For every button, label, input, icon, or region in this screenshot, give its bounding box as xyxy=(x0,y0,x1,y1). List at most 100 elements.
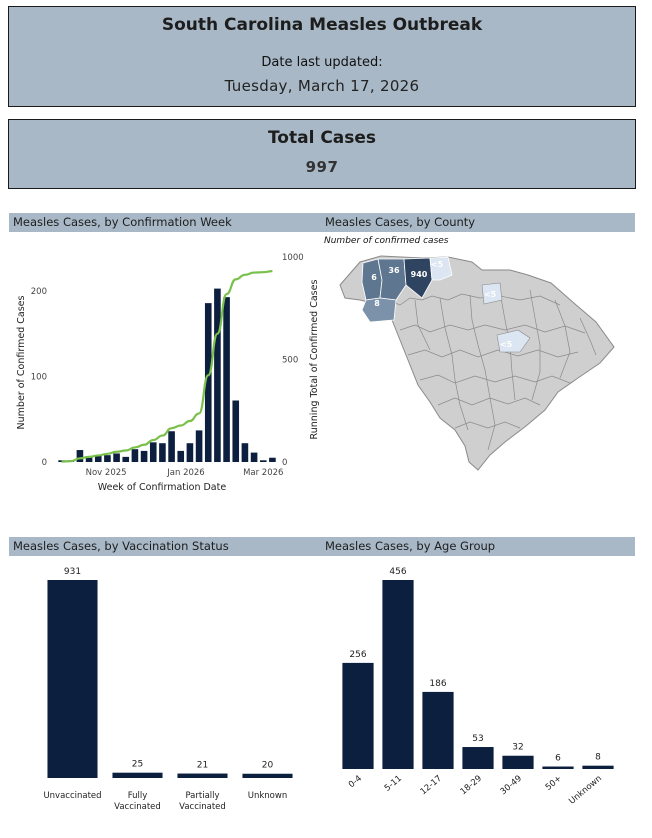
vaccination-value-label: 25 xyxy=(132,760,143,770)
weekly-bar xyxy=(94,456,102,462)
county-label-cherokee: <5 xyxy=(431,260,444,269)
county-anderson xyxy=(361,297,397,323)
county-pickens xyxy=(377,258,407,301)
y2-axis-title: Running Total of Confirmed Cases xyxy=(309,280,320,440)
weekly-bar xyxy=(104,455,111,462)
county-label-richland: <5 xyxy=(500,340,513,349)
weekly-bar xyxy=(122,456,130,462)
weekly-bar xyxy=(195,430,203,462)
age-bar xyxy=(422,691,454,769)
age-value-label: 8 xyxy=(595,753,601,763)
weekly-bar xyxy=(223,297,230,462)
y2-tick-label: 500 xyxy=(282,356,298,366)
updated-label: Date last updated: xyxy=(261,55,383,70)
weekly-bar xyxy=(241,443,249,462)
county-label-chesterfield: <5 xyxy=(484,290,497,299)
state-outline xyxy=(339,255,615,471)
county-richland xyxy=(496,329,531,353)
county-label-oconee: 6 xyxy=(371,273,377,282)
weekly-bar xyxy=(259,460,267,462)
weekly-bar xyxy=(177,450,185,462)
age-category-label: 30-49 xyxy=(499,774,524,798)
weekly-bar xyxy=(214,288,221,462)
age-category-label: 18-29 xyxy=(459,774,484,798)
weekly-bar xyxy=(113,453,120,462)
age-category-label: 12-17 xyxy=(419,774,444,798)
vaccination-value-label: 21 xyxy=(197,761,208,771)
total-cases-title: Total Cases xyxy=(267,128,377,148)
weekly-bar xyxy=(232,400,240,462)
county-spartanburg xyxy=(403,257,433,299)
vaccination-category-label: Fully xyxy=(128,791,148,801)
county-label-anderson: 8 xyxy=(374,299,380,308)
y-tick-label: 0 xyxy=(42,458,47,468)
age-category-label: Unknown xyxy=(567,774,604,807)
y2-tick-label: 0 xyxy=(282,458,287,468)
age-bar xyxy=(502,755,534,769)
county-cherokee xyxy=(429,256,453,281)
weekly-bar xyxy=(269,457,276,462)
weekly-bar xyxy=(76,450,84,462)
vaccination-value-label: 20 xyxy=(262,761,274,771)
weekly-bar xyxy=(186,443,194,462)
county-map-header: Measles Cases, by County xyxy=(321,213,635,232)
total-cases-panel: Total Cases 997 xyxy=(8,119,636,189)
age-value-label: 32 xyxy=(512,743,523,753)
vaccination-category-label: Partially xyxy=(185,791,219,801)
vaccination-category-label: Unknown xyxy=(248,791,287,801)
county-label-spartanburg: 940 xyxy=(411,270,428,279)
weekly-bar xyxy=(250,452,258,462)
age-value-label: 186 xyxy=(429,679,446,689)
age-category-label: 50+ xyxy=(544,774,564,793)
vaccination-value-label: 931 xyxy=(64,567,81,577)
county-label-pickens: 36 xyxy=(388,266,400,275)
weekly-bar xyxy=(58,460,65,462)
x-axis-title: Week of Confirmation Date xyxy=(98,482,227,493)
vaccination-bar xyxy=(47,580,98,778)
weekly-bar xyxy=(85,456,93,462)
y-axis-title: Number of Confirmed Cases xyxy=(16,296,27,430)
x-tick-label: Jan 2026 xyxy=(166,468,204,478)
y-tick-label: 200 xyxy=(31,287,47,297)
vaccination-chart-header: Measles Cases, by Vaccination Status xyxy=(9,537,322,556)
county-chesterfield xyxy=(481,282,503,305)
vaccination-bar xyxy=(112,772,163,778)
age-category-label: 0-4 xyxy=(347,774,364,791)
weekly-bar xyxy=(168,431,175,462)
x-tick-label: Nov 2025 xyxy=(86,468,127,478)
county-boundaries xyxy=(387,289,597,451)
header-panel: South Carolina Measles Outbreak Date las… xyxy=(8,6,636,107)
weekly-bar xyxy=(204,303,212,462)
age-bar xyxy=(382,580,414,769)
total-cases-value: 997 xyxy=(305,158,339,176)
map-outline xyxy=(339,255,615,471)
running-total-line xyxy=(61,270,273,463)
county-value-labels: 6 36 940 8 <5 <5 <5 xyxy=(371,260,512,349)
age-value-label: 6 xyxy=(555,754,561,764)
weekly-bar xyxy=(67,460,75,462)
vaccination-category-label: Vaccinated xyxy=(114,802,161,812)
age-bar xyxy=(582,765,614,769)
y-tick-label: 100 xyxy=(31,373,47,383)
age-bar xyxy=(542,766,574,769)
vaccination-category-label: Vaccinated xyxy=(179,802,226,812)
age-value-label: 53 xyxy=(472,734,483,744)
age-category-label: 5-11 xyxy=(383,774,404,794)
county-fills xyxy=(361,256,531,353)
weekly-bar xyxy=(131,449,139,462)
county-oconee xyxy=(361,258,383,301)
county-map-note: Number of confirmed cases xyxy=(324,236,449,246)
age-value-label: 256 xyxy=(349,650,366,660)
vaccination-bar xyxy=(242,773,293,778)
vaccination-bar xyxy=(177,773,228,778)
weekly-bar xyxy=(140,450,148,462)
weekly-bar xyxy=(149,442,157,462)
weekly-chart-header: Measles Cases, by Confirmation Week xyxy=(9,213,322,232)
weekly-bar xyxy=(159,443,166,462)
x-tick-label: Mar 2026 xyxy=(243,468,283,478)
age-value-label: 456 xyxy=(389,567,406,577)
age-bar xyxy=(342,662,374,769)
y2-tick-label: 1000 xyxy=(282,253,304,263)
age-chart-header: Measles Cases, by Age Group xyxy=(321,537,635,556)
age-bar xyxy=(462,747,494,769)
